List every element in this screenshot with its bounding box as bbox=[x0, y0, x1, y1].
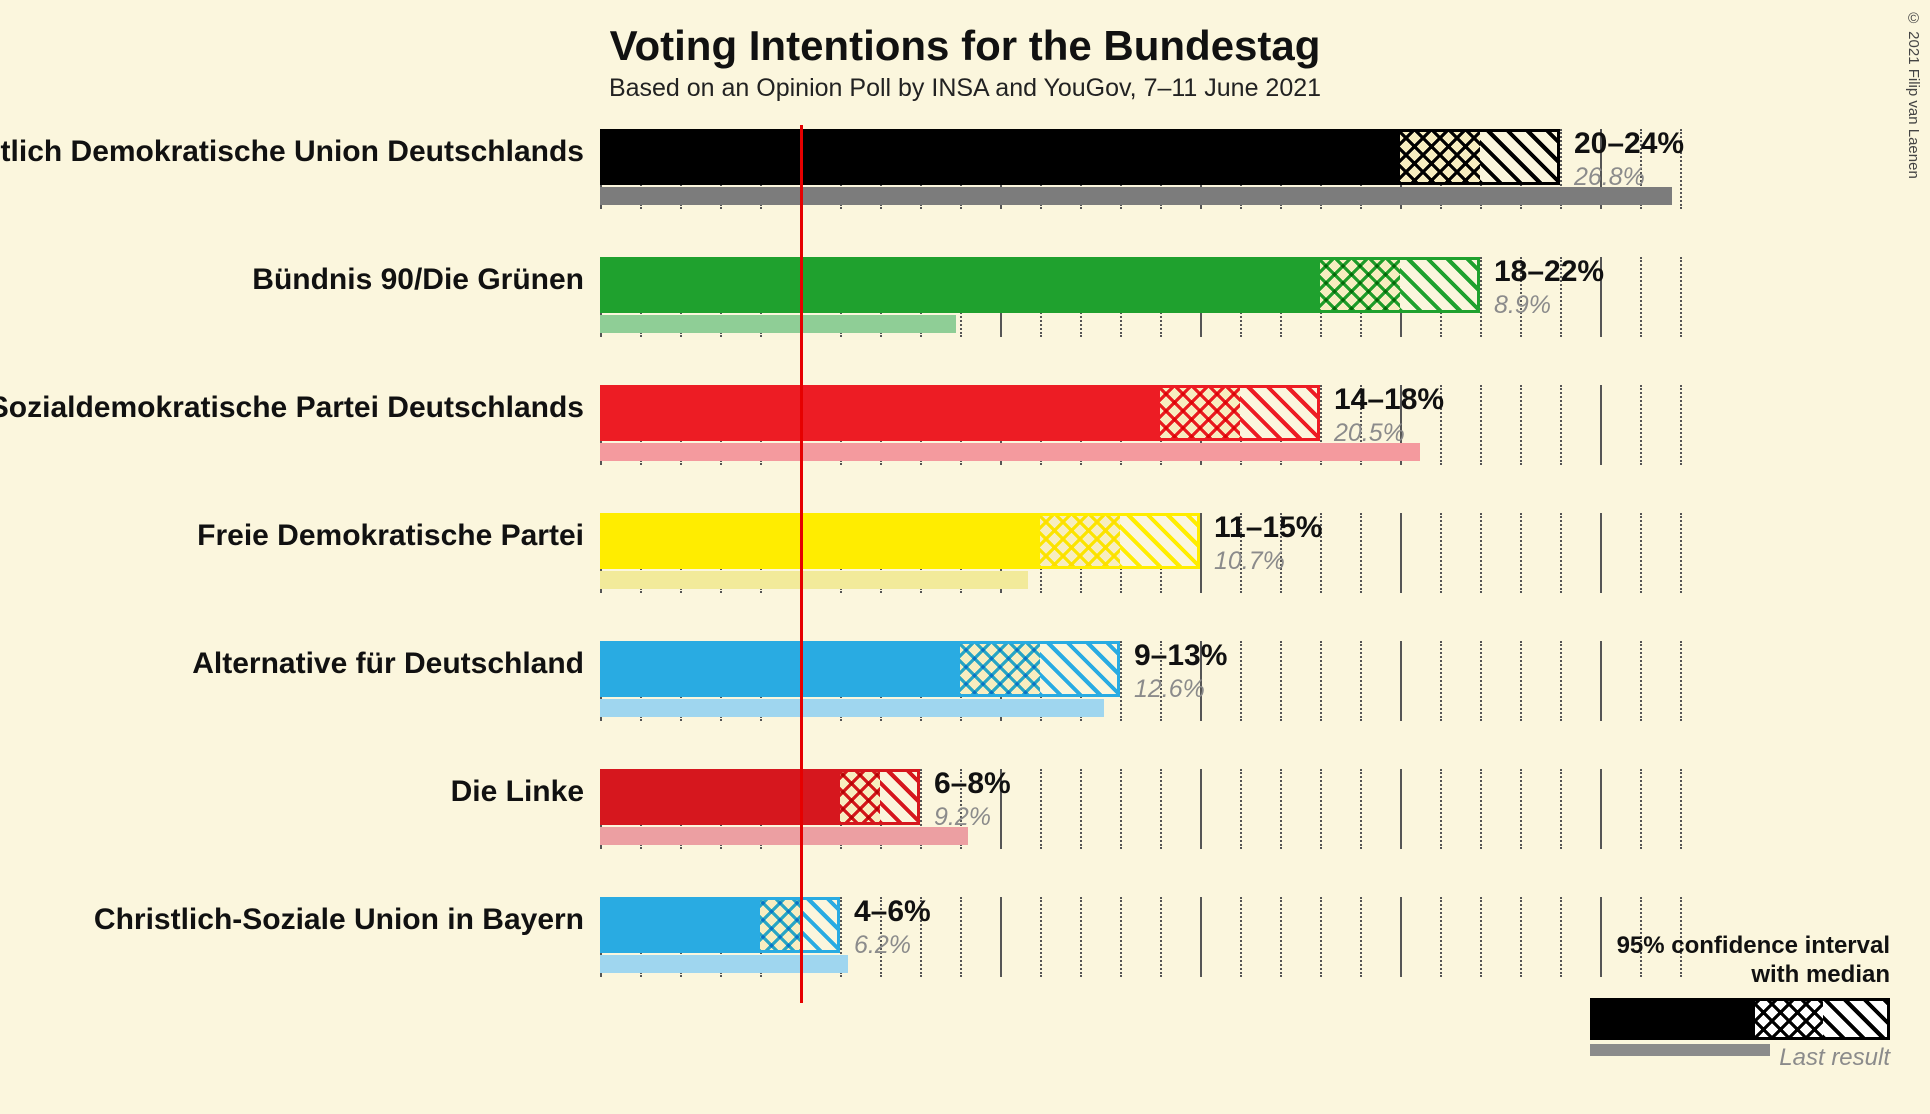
party-label: Die Linke bbox=[451, 775, 584, 809]
party-row: Bündnis 90/Die Grünen18–22%8.9% bbox=[600, 253, 1680, 363]
chart-title: Voting Intentions for the Bundestag bbox=[0, 0, 1930, 70]
party-row: Sozialdemokratische Partei Deutschlands1… bbox=[600, 381, 1680, 491]
party-label: Christlich Demokratische Union Deutschla… bbox=[0, 135, 584, 169]
prev-bar bbox=[600, 571, 1028, 589]
party-row: Christlich-Soziale Union in Bayern4–6%6.… bbox=[600, 893, 1680, 1003]
ci-bar-high bbox=[880, 769, 920, 825]
party-label: Alternative für Deutschland bbox=[192, 647, 584, 681]
ci-bar-mid bbox=[1320, 257, 1400, 313]
ci-bar bbox=[600, 385, 1320, 441]
prev-bar bbox=[600, 955, 848, 973]
ci-bar-high bbox=[800, 897, 840, 953]
party-label: Bündnis 90/Die Grünen bbox=[252, 263, 584, 297]
prev-label: 10.7% bbox=[1214, 547, 1285, 576]
prev-bar bbox=[600, 827, 968, 845]
ci-bar-mid bbox=[840, 769, 880, 825]
ci-bar-mid bbox=[1400, 129, 1480, 185]
ci-bar-mid bbox=[1160, 385, 1240, 441]
party-label: Freie Demokratische Partei bbox=[197, 519, 584, 553]
party-label: Christlich-Soziale Union in Bayern bbox=[94, 903, 584, 937]
party-row: Die Linke6–8%9.2% bbox=[600, 765, 1680, 875]
range-label: 18–22% bbox=[1494, 255, 1604, 289]
ci-bar bbox=[600, 769, 920, 825]
copyright: © 2021 Filip van Laenen bbox=[1905, 10, 1922, 179]
range-label: 11–15% bbox=[1214, 511, 1322, 545]
range-label: 6–8% bbox=[934, 767, 1011, 801]
ci-bar-low bbox=[600, 897, 760, 953]
range-label: 20–24% bbox=[1574, 127, 1684, 161]
legend-ci-line2: with median bbox=[1751, 961, 1890, 988]
ci-bar bbox=[600, 129, 1560, 185]
prev-label: 6.2% bbox=[854, 931, 911, 960]
legend-ci-label: 95% confidence interval with median bbox=[1530, 932, 1890, 990]
bar-chart: Christlich Demokratische Union Deutschla… bbox=[600, 125, 1680, 1003]
ci-bar-low bbox=[600, 385, 1160, 441]
prev-label: 20.5% bbox=[1334, 419, 1405, 448]
range-label: 9–13% bbox=[1134, 639, 1227, 673]
ci-bar-low bbox=[600, 257, 1320, 313]
party-label: Sozialdemokratische Partei Deutschlands bbox=[0, 391, 584, 425]
party-row: Alternative für Deutschland9–13%12.6% bbox=[600, 637, 1680, 747]
prev-bar bbox=[600, 187, 1672, 205]
ci-bar-mid bbox=[760, 897, 800, 953]
ci-bar-mid bbox=[960, 641, 1040, 697]
prev-label: 9.2% bbox=[934, 803, 991, 832]
chart-subtitle: Based on an Opinion Poll by INSA and You… bbox=[0, 74, 1930, 103]
legend-swatch bbox=[1590, 998, 1890, 1040]
ci-bar bbox=[600, 641, 1120, 697]
party-row: Christlich Demokratische Union Deutschla… bbox=[600, 125, 1680, 235]
ci-bar bbox=[600, 897, 840, 953]
prev-bar bbox=[600, 443, 1420, 461]
ci-bar bbox=[600, 257, 1480, 313]
ci-bar bbox=[600, 513, 1200, 569]
prev-label: 26.8% bbox=[1574, 163, 1645, 192]
range-label: 14–18% bbox=[1334, 383, 1444, 417]
ci-bar-low bbox=[600, 129, 1400, 185]
ci-bar-high bbox=[1240, 385, 1320, 441]
prev-label: 8.9% bbox=[1494, 291, 1551, 320]
ci-bar-high bbox=[1040, 641, 1120, 697]
ci-bar-high bbox=[1120, 513, 1200, 569]
prev-bar bbox=[600, 699, 1104, 717]
ci-bar-mid bbox=[1040, 513, 1120, 569]
prev-bar bbox=[600, 315, 956, 333]
range-label: 4–6% bbox=[854, 895, 931, 929]
threshold-line bbox=[800, 125, 803, 1003]
ci-bar-low bbox=[600, 641, 960, 697]
ci-bar-low bbox=[600, 769, 840, 825]
party-row: Freie Demokratische Partei11–15%10.7% bbox=[600, 509, 1680, 619]
ci-bar-high bbox=[1480, 129, 1560, 185]
ci-bar-high bbox=[1400, 257, 1480, 313]
legend: 95% confidence interval with median Last… bbox=[1530, 932, 1890, 1072]
ci-bar-low bbox=[600, 513, 1040, 569]
prev-label: 12.6% bbox=[1134, 675, 1205, 704]
legend-ci-line1: 95% confidence interval bbox=[1617, 932, 1890, 959]
